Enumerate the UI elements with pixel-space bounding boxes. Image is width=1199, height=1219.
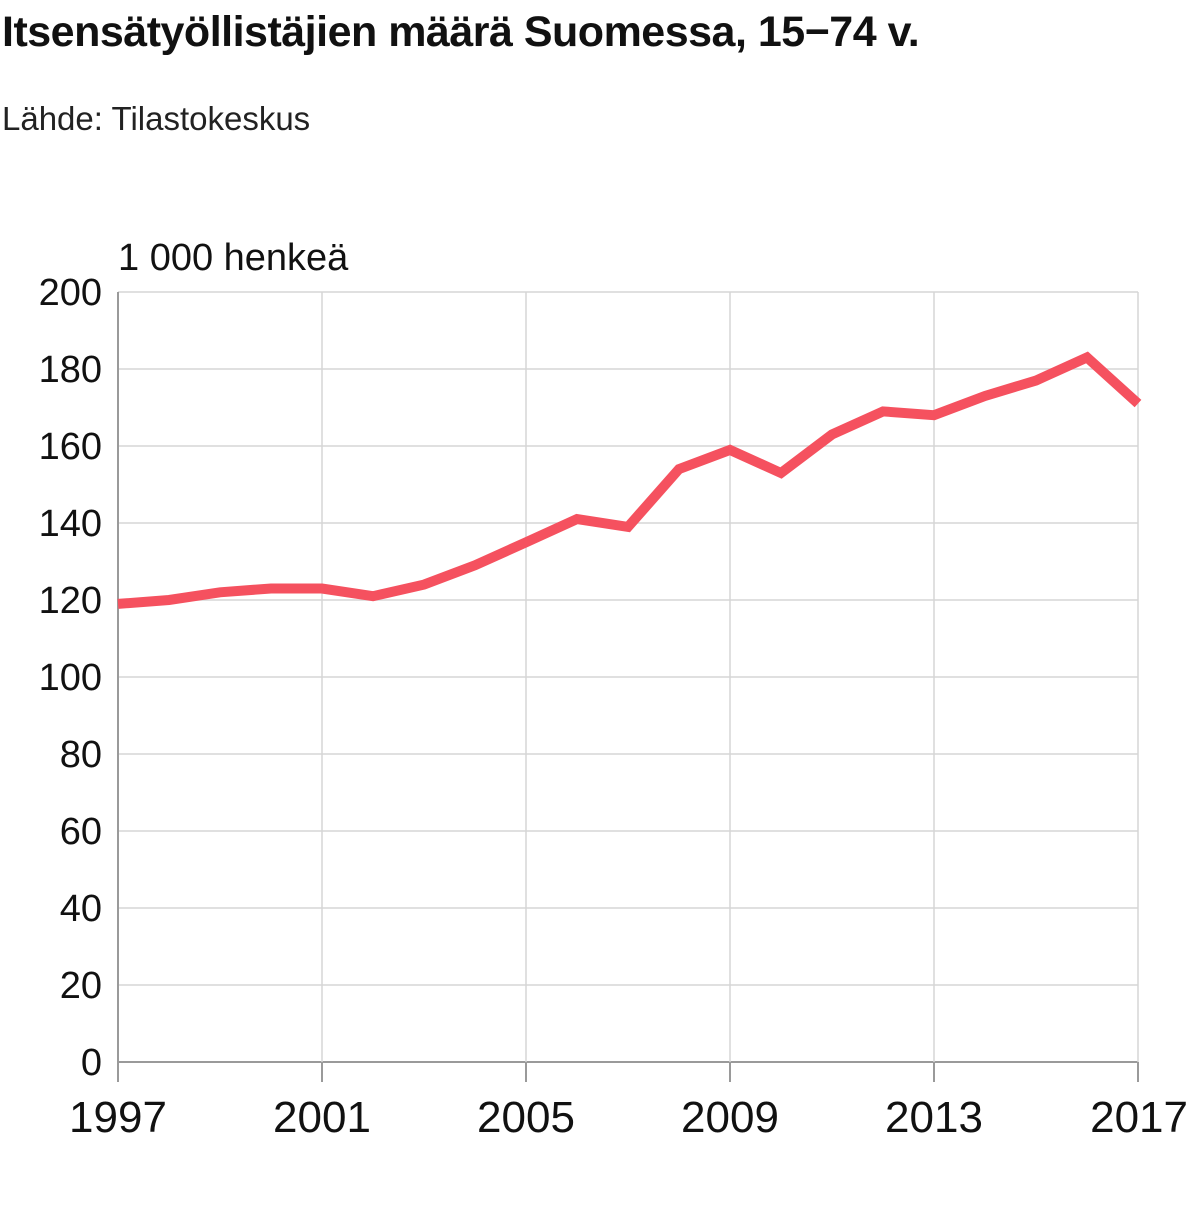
x-tick: 2017	[1090, 1093, 1188, 1142]
x-axis: 1997 2001 2005 2009 2013 2017	[69, 1093, 1188, 1142]
x-tick-label: 2005	[477, 1093, 575, 1142]
x-tick: 2001	[273, 1093, 371, 1142]
chart-title: Itsensätyöllistäjien määrä Suomessa, 15−…	[2, 8, 920, 56]
y-tick-label: 60	[60, 811, 102, 853]
y-tick-label: 120	[39, 580, 102, 622]
y-tick-label: 100	[39, 657, 102, 699]
y-tick-label: 20	[60, 965, 102, 1007]
x-tick: 2009	[681, 1093, 779, 1142]
y-tick-label: 160	[39, 426, 102, 468]
x-tick-label: 2001	[273, 1093, 371, 1142]
x-tick-label: 2013	[885, 1093, 983, 1142]
y-tick-label: 0	[81, 1042, 102, 1084]
y-tick: 180	[39, 349, 102, 391]
y-tick: 200	[39, 272, 102, 314]
x-tick: 2005	[477, 1093, 575, 1142]
y-tick: 0	[81, 1042, 102, 1084]
y-tick: 20	[60, 965, 102, 1007]
y-tick-label: 140	[39, 503, 102, 545]
y-tick: 120	[39, 580, 102, 622]
x-tick-label: 2009	[681, 1093, 779, 1142]
y-tick: 80	[60, 734, 102, 776]
series-layer	[117, 351, 1142, 609]
y-tick-label: 180	[39, 349, 102, 391]
y-tick: 40	[60, 888, 102, 930]
series-line	[117, 351, 1142, 609]
x-tick-label: 2017	[1090, 1093, 1188, 1142]
y-tick: 140	[39, 503, 102, 545]
y-tick: 160	[39, 426, 102, 468]
x-tick-label: 1997	[69, 1093, 167, 1142]
y-tick-label: 200	[39, 272, 102, 314]
y-axis-unit: 1 000 henkeä	[118, 237, 349, 279]
chart-source: Lähde: Tilastokeskus	[2, 100, 311, 137]
y-tick: 100	[39, 657, 102, 699]
x-tick: 1997	[69, 1093, 167, 1142]
x-tick: 2013	[885, 1093, 983, 1142]
grid-lines	[117, 291, 1139, 1082]
y-tick-label: 80	[60, 734, 102, 776]
y-tick: 60	[60, 811, 102, 853]
y-axis: 0 20 40 60 80 100 120 140 160 180 200	[39, 272, 102, 1084]
y-tick-label: 40	[60, 888, 102, 930]
